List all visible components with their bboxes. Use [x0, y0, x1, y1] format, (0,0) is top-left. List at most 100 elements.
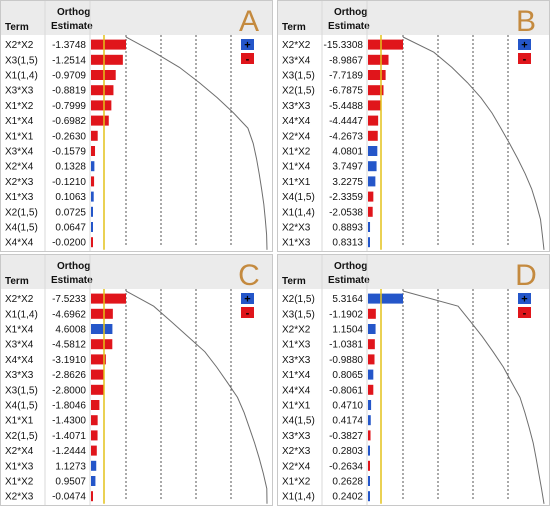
estimate-value: -7.5233	[52, 294, 86, 305]
estimate-value: -4.6962	[52, 309, 86, 320]
bar-negative	[91, 115, 109, 126]
term-column-header: Term	[5, 276, 29, 287]
estimate-value: 5.3164	[332, 294, 363, 305]
term-label: X1*X1	[282, 177, 311, 188]
term-label: X1*X2	[5, 101, 34, 112]
estimate-value: -0.8061	[329, 385, 363, 396]
estimate-value: -0.9880	[329, 355, 363, 366]
bar-negative	[368, 100, 381, 111]
bar-negative	[91, 39, 126, 50]
estimate-value: -0.9709	[52, 71, 86, 82]
bar-negative	[91, 176, 95, 187]
estimate-value: -5.4488	[329, 101, 363, 112]
term-label: X1*X4	[5, 116, 34, 127]
legend-symbol-negative: -	[246, 308, 250, 320]
estimate-value: -1.4300	[52, 416, 86, 427]
header-band	[1, 255, 272, 289]
chart-svg-b: Term Orthog Estimate B + - X2*X2 -15.3308 X3*X4 -…	[278, 1, 549, 251]
estimate-header-line1: Orthog	[57, 7, 90, 18]
bar-positive	[368, 161, 377, 172]
term-column-header: Term	[5, 22, 29, 33]
bar-negative	[91, 415, 98, 426]
term-label: X2*X4	[282, 461, 311, 472]
bar-negative	[368, 130, 378, 141]
term-label: X4(1,5)	[5, 223, 38, 234]
bar-negative	[368, 70, 386, 80]
term-label: X2*X3	[282, 223, 311, 234]
term-label: X2*X2	[282, 325, 311, 336]
estimate-header-line2: Estimate	[328, 21, 370, 32]
bar-negative	[91, 308, 113, 319]
estimate-value: -1.0381	[329, 340, 363, 351]
bar-negative	[91, 237, 93, 248]
estimate-value: -1.8046	[52, 401, 86, 412]
bar-negative	[91, 384, 105, 395]
term-label: X1*X2	[5, 477, 34, 488]
bar-negative	[368, 39, 403, 50]
term-column-header: Term	[282, 22, 306, 33]
chart-svg-a: Term Orthog Estimate A + - X2*X2 -1.3748 X3(1,5)…	[1, 1, 272, 251]
term-label: X2(1,5)	[5, 431, 38, 442]
term-label: X1*X3	[5, 461, 34, 472]
term-label: X2*X4	[5, 446, 34, 457]
estimate-value: -0.7999	[52, 101, 86, 112]
bar-negative	[91, 339, 113, 350]
term-label: X1(1,4)	[5, 309, 38, 320]
term-label: X1*X3	[282, 238, 311, 249]
panel-a: Term Orthog Estimate A + - X2*X2 -1.3748 X3(1,5)…	[0, 0, 273, 252]
bar-positive	[91, 206, 93, 217]
legend-swatch-negative	[518, 307, 531, 318]
estimate-value: -1.4071	[52, 431, 86, 442]
term-label: X2(1,5)	[282, 86, 315, 97]
term-label: X4(1,5)	[282, 192, 315, 203]
term-label: X1*X3	[282, 340, 311, 351]
term-label: X1(1,4)	[5, 71, 38, 82]
estimate-value: 0.2402	[332, 492, 363, 503]
estimate-value: 0.4710	[332, 401, 363, 412]
estimate-value: 0.8313	[332, 238, 363, 249]
bar-negative	[368, 85, 384, 96]
term-label: X3(1,5)	[5, 385, 38, 396]
bar-positive	[91, 324, 113, 334]
estimate-value: 0.9507	[55, 477, 86, 488]
legend-swatch-positive	[518, 293, 531, 304]
bar-negative	[368, 206, 373, 217]
term-label: X1*X4	[282, 162, 311, 173]
term-label: X3*X3	[282, 431, 311, 442]
estimate-value: -4.4447	[329, 116, 363, 127]
bar-positive	[368, 324, 376, 334]
estimate-value: 0.0725	[55, 207, 86, 218]
estimate-value: -0.0474	[52, 492, 86, 503]
term-label: X1*X1	[282, 401, 311, 412]
estimate-value: -4.2673	[329, 131, 363, 142]
estimate-value: 1.1273	[55, 461, 86, 472]
legend-swatch-negative	[518, 53, 531, 64]
estimate-value: -0.8819	[52, 86, 86, 97]
legend-swatch-positive	[241, 293, 254, 304]
bar-positive	[368, 237, 370, 248]
legend-symbol-positive: +	[521, 294, 527, 306]
bar-negative	[368, 191, 374, 202]
term-label: X2*X3	[5, 492, 34, 503]
term-label: X1*X4	[282, 370, 311, 381]
bar-negative	[91, 369, 105, 380]
term-label: X3*X3	[282, 101, 311, 112]
header-band	[1, 1, 272, 35]
estimate-header-line1: Orthog	[334, 261, 367, 272]
estimate-value: -0.3827	[329, 431, 363, 442]
term-label: X1*X3	[5, 192, 34, 203]
legend-swatch-positive	[518, 39, 531, 50]
term-label: X4*X4	[282, 385, 311, 396]
estimate-value: -6.7875	[329, 86, 363, 97]
estimate-value: -1.2514	[52, 55, 86, 66]
bar-negative	[368, 115, 379, 126]
estimate-value: 0.4174	[332, 416, 363, 427]
estimate-value: 4.0801	[332, 147, 363, 158]
chart-svg-d: Term Orthog Estimate D + - X2(1,5) 5.3164 X3(1,5…	[278, 255, 549, 505]
bar-negative	[91, 293, 126, 304]
term-label: X3*X4	[5, 147, 34, 158]
bar-positive	[91, 476, 96, 486]
panel-c: Term Orthog Estimate C + - X2*X2 -7.5233 X1(1,4)…	[0, 254, 273, 506]
bar-negative	[368, 430, 371, 441]
term-label: X3*X3	[5, 370, 34, 381]
